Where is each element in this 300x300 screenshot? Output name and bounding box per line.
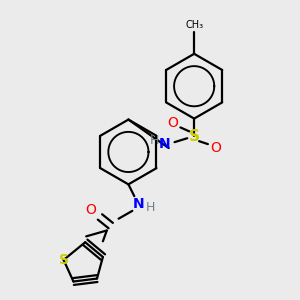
Text: O: O bbox=[167, 116, 178, 130]
Text: N: N bbox=[132, 197, 144, 211]
Text: H: H bbox=[150, 134, 160, 147]
Text: O: O bbox=[86, 203, 97, 217]
Text: N: N bbox=[159, 137, 170, 151]
Text: H: H bbox=[145, 201, 155, 214]
Text: CH₃: CH₃ bbox=[185, 20, 203, 30]
Text: S: S bbox=[189, 129, 200, 144]
Text: O: O bbox=[210, 141, 221, 155]
Text: S: S bbox=[58, 253, 69, 267]
